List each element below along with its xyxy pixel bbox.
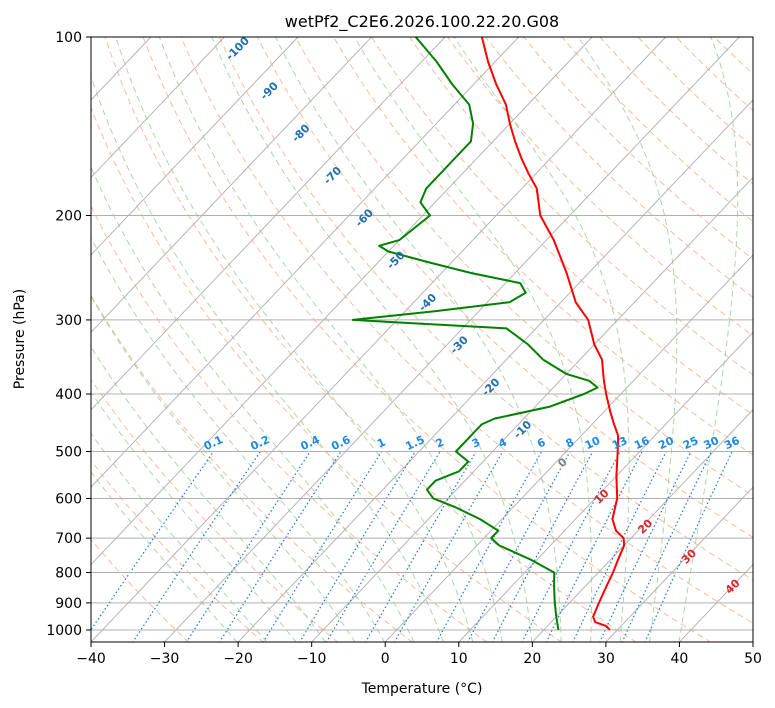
mixing-ratio-label: 36: [722, 434, 742, 452]
pressure-gridlines: [91, 37, 753, 631]
isotherm: [91, 37, 667, 642]
dry-adiabat: [104, 37, 637, 642]
moist-adiabat: [91, 295, 356, 642]
moist-adiabat: [91, 391, 297, 642]
moist-adiabat: [91, 432, 268, 642]
isotherm: [605, 486, 753, 642]
moist-adiabat: [453, 37, 630, 642]
mixing-ratio-line: [436, 451, 543, 642]
chart-title: wetPf2_C2E6.2026.100.22.20.G08: [285, 12, 559, 32]
dry-adiabat: [91, 538, 190, 642]
mixing-ratio-line: [132, 451, 261, 642]
y-axis: 1000 900 800 700 600 500 400 300 200 100: [46, 30, 91, 639]
isotherm: [163, 37, 740, 642]
y-tick-label: 400: [55, 387, 82, 403]
y-tick-label: 300: [55, 313, 82, 329]
x-tick-label: −40: [76, 651, 106, 667]
isotherm: [237, 99, 753, 642]
moist-adiabat: [115, 37, 474, 642]
moist-adiabat: [91, 471, 238, 642]
isotherm: [458, 331, 753, 642]
dry-adiabat: [447, 37, 753, 337]
mixing-ratio-label: 10: [583, 434, 603, 452]
x-axis-label: Temperature (°C): [361, 681, 483, 697]
mixing-ratio-label: 20: [656, 434, 676, 452]
mixing-ratio-line: [467, 451, 571, 642]
y-tick-label: 1000: [46, 623, 82, 639]
mixing-ratio-line: [572, 451, 667, 642]
dewpoint-line: [351, 37, 599, 631]
mixing-ratio-line: [185, 451, 311, 642]
isotherm: [91, 37, 593, 566]
x-tick-label: 10: [450, 651, 468, 667]
dry-adiabat: [91, 106, 563, 642]
moist-adiabat: [354, 37, 593, 642]
mixing-ratio-line: [299, 451, 416, 642]
profile-series: [351, 37, 626, 631]
moist-adiabat: [577, 37, 678, 642]
mixing-ratio-line: [491, 451, 594, 642]
y-tick-label: 700: [55, 531, 82, 547]
x-tick-label: 50: [744, 651, 762, 667]
x-tick-label: 0: [381, 651, 390, 667]
mixing-ratio-line: [545, 451, 643, 642]
x-tick-label: 20: [523, 651, 541, 667]
y-tick-label: 500: [55, 444, 82, 460]
x-tick-label: −10: [297, 651, 327, 667]
dry-adiabat: [180, 37, 753, 624]
isotherm: [310, 176, 753, 642]
isotherm: [91, 37, 446, 411]
mixing-ratio-line: [218, 451, 342, 642]
isotherm: [384, 254, 753, 642]
dry-adiabat: [332, 37, 753, 456]
isotherm: [91, 37, 520, 488]
dry-adiabat: [371, 37, 753, 416]
x-tick-label: 30: [597, 651, 615, 667]
y-tick-label: 100: [55, 30, 82, 46]
dry-adiabat: [218, 37, 753, 581]
dry-adiabat: [91, 459, 264, 642]
x-tick-label: 40: [671, 651, 689, 667]
x-tick-label: −30: [150, 651, 180, 667]
isotherm: [91, 37, 299, 256]
moist-adiabat: [678, 37, 739, 642]
dry-adiabat: [256, 37, 753, 539]
x-axis: −40 −30 −20 −10 0 10 20 30 40 50: [76, 642, 762, 667]
x-tick-label: −20: [223, 651, 253, 667]
moist-adiabat: [91, 236, 385, 642]
dry-adiabat: [142, 37, 712, 642]
isotherm: [91, 37, 372, 334]
y-tick-label: 900: [55, 596, 82, 612]
mixing-ratio-label: 16: [632, 434, 652, 452]
y-tick-label: 800: [55, 566, 82, 582]
isotherm: [91, 37, 225, 179]
dry-adiabat: [294, 37, 753, 497]
y-axis-label: Pressure (hPa): [12, 289, 28, 389]
dry-adiabat: [91, 205, 488, 642]
moist-adiabat: [91, 346, 327, 642]
mixing-ratio-label: 30: [702, 434, 722, 452]
moist-adiabat: [211, 37, 533, 642]
moist-adiabat: [274, 37, 562, 642]
plot-frame: [90, 36, 754, 643]
isotherm: [531, 408, 753, 642]
moist-adiabat: [91, 74, 444, 642]
dry-adiabat: [409, 37, 753, 376]
mixing-ratio-label: 25: [681, 434, 700, 452]
moist-adiabat: [158, 37, 503, 642]
background-lines: [91, 37, 753, 642]
y-tick-label: 600: [55, 491, 82, 507]
mixing-ratio-label: 13: [610, 434, 629, 452]
temperature-line: [480, 37, 626, 631]
y-tick-label: 200: [55, 209, 82, 225]
mixing-ratio-line: [91, 451, 215, 631]
